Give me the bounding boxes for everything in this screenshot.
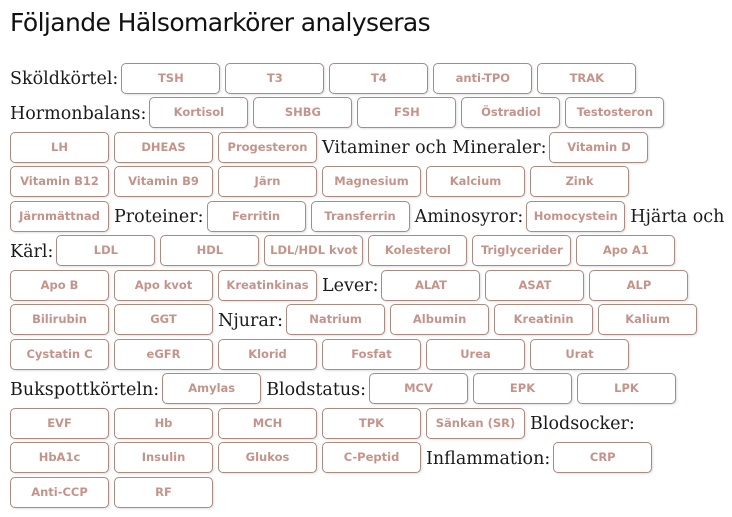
- marker-button[interactable]: EVF: [10, 407, 109, 439]
- marker-button[interactable]: Triglycerider: [472, 235, 572, 266]
- marker-button[interactable]: Amylas: [162, 373, 262, 404]
- marker-button[interactable]: RF: [114, 476, 213, 508]
- marker-button[interactable]: LDL/HDL kvot: [264, 235, 364, 266]
- section-label: Bukspottkörteln:: [10, 379, 160, 400]
- marker-button[interactable]: Järnmättnad: [10, 200, 109, 232]
- marker-button[interactable]: anti-TPO: [433, 62, 533, 94]
- section-label: Hjärta och Kärl:: [10, 207, 725, 262]
- section-label: Blodsocker:: [530, 414, 635, 434]
- marker-button[interactable]: ALP: [589, 269, 689, 301]
- marker-button[interactable]: GGT: [114, 304, 213, 335]
- marker-button[interactable]: Homocystein: [526, 200, 626, 232]
- marker-button[interactable]: LPK: [577, 373, 677, 404]
- marker-button[interactable]: HbA1c: [10, 442, 109, 473]
- marker-button[interactable]: Transferrin: [310, 200, 410, 232]
- marker-button[interactable]: Urat: [530, 338, 629, 370]
- marker-button[interactable]: LH: [10, 131, 109, 163]
- marker-button[interactable]: C-Peptid: [322, 442, 421, 473]
- marker-button[interactable]: Sänkan (SR): [426, 407, 525, 439]
- marker-button[interactable]: Albumin: [390, 304, 490, 335]
- section-label: Inflammation:: [426, 448, 551, 469]
- section-label: Njurar:: [218, 310, 284, 331]
- marker-button[interactable]: FSH: [357, 97, 457, 128]
- marker-button[interactable]: Progesteron: [218, 131, 317, 163]
- marker-button[interactable]: Kalcium: [426, 166, 525, 197]
- page-title: Följande Hälsomarkörer analyseras: [10, 8, 431, 37]
- marker-button[interactable]: Glukos: [218, 442, 317, 473]
- marker-button[interactable]: Kreatinin: [494, 304, 594, 335]
- marker-button[interactable]: MCV: [369, 373, 469, 404]
- marker-button[interactable]: Vitamin D: [549, 131, 649, 163]
- marker-button[interactable]: Vitamin B9: [114, 166, 213, 197]
- section-label: Sköldkörtel:: [10, 69, 119, 89]
- marker-button[interactable]: TRAK: [537, 62, 637, 94]
- marker-button[interactable]: T4: [329, 62, 429, 94]
- marker-button[interactable]: Järn: [218, 166, 317, 197]
- marker-button[interactable]: Apo A1: [576, 235, 676, 266]
- marker-button[interactable]: Östradiol: [461, 97, 561, 128]
- marker-button[interactable]: Insulin: [114, 442, 213, 473]
- marker-button[interactable]: Zink: [530, 166, 629, 197]
- marker-button[interactable]: Hb: [114, 407, 213, 439]
- marker-button[interactable]: eGFR: [114, 338, 213, 370]
- marker-button[interactable]: Kolesterol: [368, 235, 468, 266]
- marker-button[interactable]: Cystatin C: [10, 338, 109, 370]
- marker-button[interactable]: Kalium: [598, 304, 698, 335]
- marker-button[interactable]: HDL: [160, 235, 260, 266]
- section-label: Lever:: [322, 276, 379, 296]
- marker-button[interactable]: Ferritin: [206, 200, 306, 232]
- section-label: Hormonbalans:: [10, 103, 147, 124]
- marker-button[interactable]: Testosteron: [565, 97, 665, 128]
- marker-button[interactable]: T3: [225, 62, 325, 94]
- marker-button[interactable]: TPK: [322, 407, 421, 439]
- marker-button[interactable]: Bilirubin: [10, 304, 109, 335]
- section-label: Vitaminer och Mineraler:: [322, 138, 547, 158]
- section-label: Aminosyror:: [414, 207, 524, 227]
- marker-button[interactable]: MCH: [218, 407, 317, 439]
- marker-button[interactable]: EPK: [473, 373, 573, 404]
- section-label: Blodstatus:: [266, 379, 367, 400]
- marker-button[interactable]: Magnesium: [322, 166, 421, 197]
- marker-button[interactable]: Anti-CCP: [10, 476, 109, 508]
- marker-button[interactable]: Kortisol: [149, 97, 249, 128]
- section-label: Proteiner:: [114, 207, 204, 227]
- marker-button[interactable]: TSH: [121, 62, 221, 94]
- markers-list: Sköldkörtel: TSH T3 T4 anti-TPO TRAK Hormonbal…: [10, 62, 726, 511]
- marker-button[interactable]: ASAT: [485, 269, 585, 301]
- marker-button[interactable]: Klorid: [218, 338, 317, 370]
- marker-button[interactable]: CRP: [553, 442, 653, 473]
- marker-button[interactable]: Apo kvot: [114, 269, 213, 301]
- marker-button[interactable]: Natrium: [286, 304, 386, 335]
- marker-button[interactable]: Fosfat: [322, 338, 421, 370]
- marker-button[interactable]: Urea: [426, 338, 525, 370]
- marker-button[interactable]: Kreatinkinas: [218, 269, 317, 301]
- marker-button[interactable]: Apo B: [10, 269, 109, 301]
- marker-button[interactable]: DHEAS: [114, 131, 213, 163]
- marker-button[interactable]: Vitamin B12: [10, 166, 109, 197]
- marker-button[interactable]: ALAT: [381, 269, 481, 301]
- marker-button[interactable]: LDL: [56, 235, 156, 266]
- marker-button[interactable]: SHBG: [253, 97, 353, 128]
